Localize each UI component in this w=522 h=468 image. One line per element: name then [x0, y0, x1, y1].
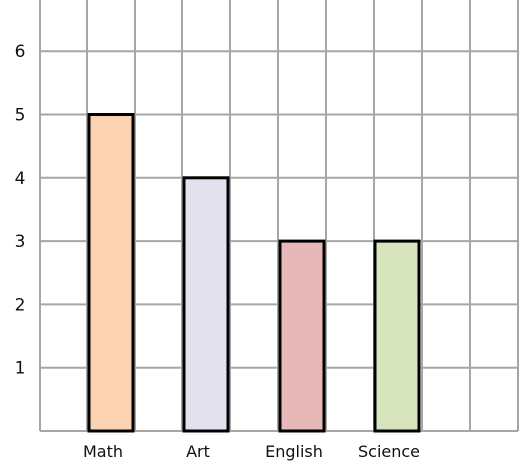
y-tick-label: 1 — [15, 359, 26, 379]
y-tick-label: 4 — [15, 169, 26, 189]
y-tick-label: 2 — [15, 295, 26, 315]
bar-english — [278, 239, 326, 433]
x-category-label: English — [265, 442, 323, 461]
y-tick-label: 6 — [15, 42, 26, 62]
bar-science — [373, 239, 421, 433]
x-category-label: Math — [83, 442, 123, 461]
bar-art — [182, 176, 230, 433]
y-tick-label: 5 — [15, 106, 26, 126]
y-tick-label: 3 — [15, 232, 26, 252]
x-category-label: Science — [358, 442, 420, 461]
bar-math — [87, 113, 135, 433]
chart-bars — [87, 113, 421, 433]
y-axis-tick-labels: 1 2 3 4 5 6 — [15, 42, 26, 379]
x-category-label: Art — [186, 442, 210, 461]
x-axis-category-labels: Math Art English Science — [83, 442, 420, 461]
